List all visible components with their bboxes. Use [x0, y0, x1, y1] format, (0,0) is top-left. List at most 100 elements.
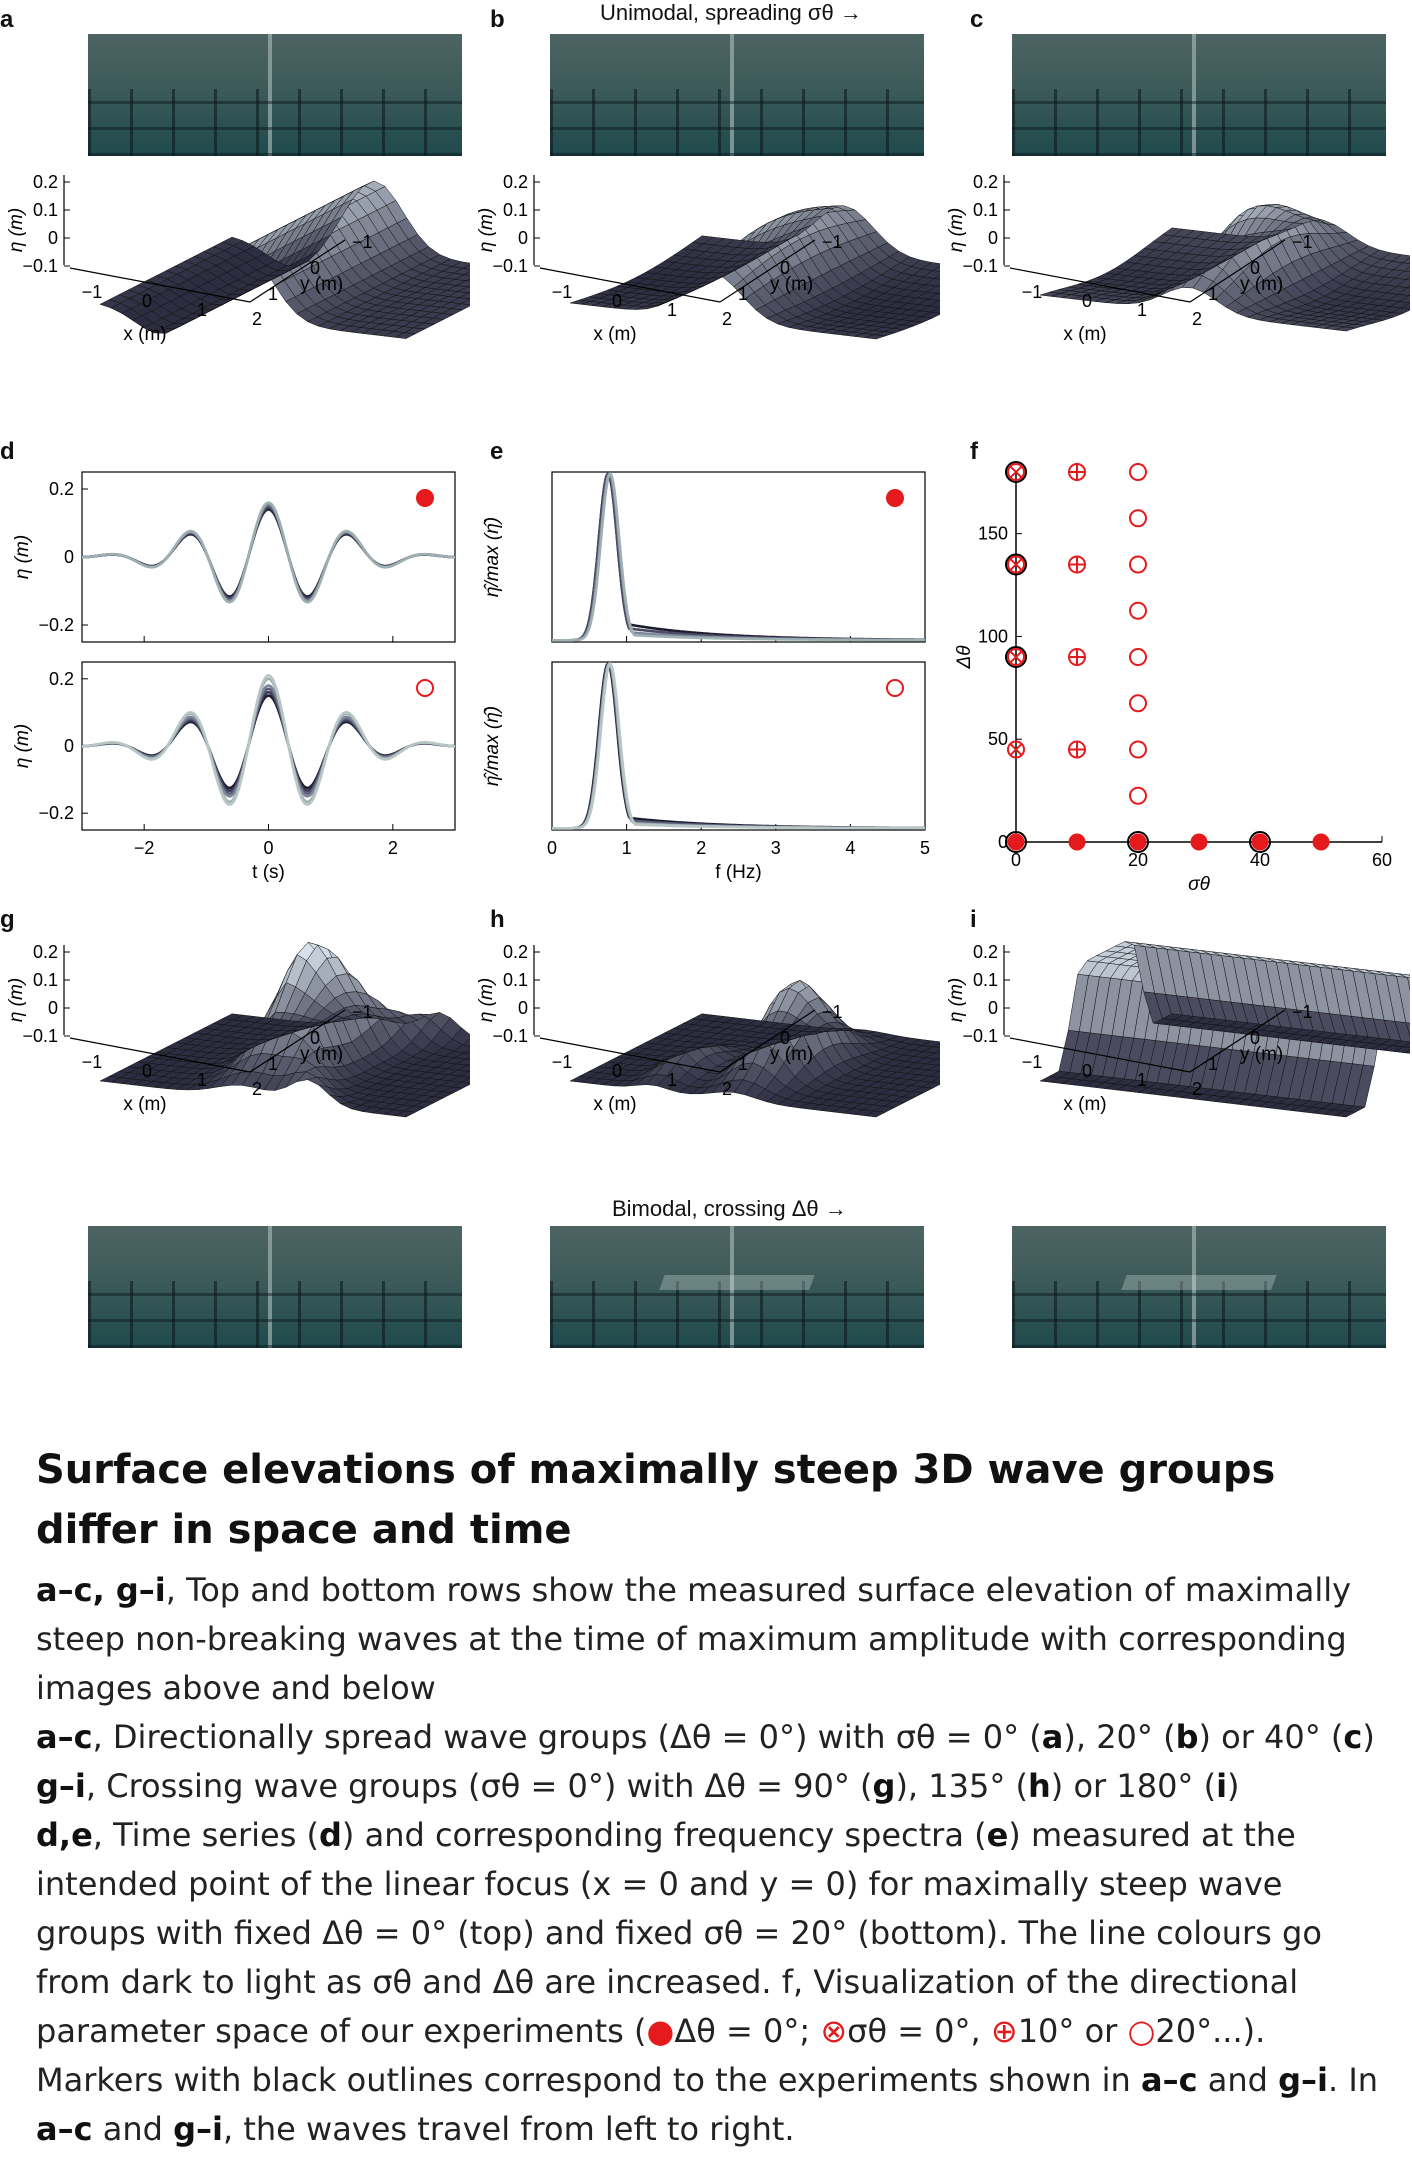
scatter-point-cross [1005, 646, 1027, 668]
z-tick-label: 0.1 [33, 970, 58, 990]
surface-cell [463, 1049, 470, 1054]
y-axis [719, 239, 816, 303]
x-tick-label: 2 [1192, 309, 1202, 329]
x-tick-label: 1 [622, 838, 632, 858]
y-tick-label: 150 [978, 524, 1008, 544]
x-tick-label: 1 [667, 1070, 677, 1090]
y-tick-label: 50 [988, 729, 1008, 749]
caption-paragraph-4: d,e, Time series (d) and corresponding f… [36, 1811, 1386, 2154]
caption-ref: c [1343, 1718, 1363, 1756]
panel-label-g: g [0, 906, 15, 933]
y-tick-label: 1 [738, 284, 748, 304]
y-axis-label: η (m) [12, 724, 33, 768]
x-axis [539, 267, 721, 303]
series-line [81, 508, 456, 598]
surface-cell [935, 1056, 940, 1060]
x-axis-label: σθ [1188, 874, 1210, 895]
z-tick-label: −0.1 [22, 256, 58, 276]
surface-cell [466, 285, 470, 288]
point-filled [1129, 833, 1147, 851]
x-tick-label: 0 [612, 1061, 622, 1081]
caption-text: Markers with black outlines correspond t… [36, 2061, 1141, 2099]
z-tick-label: 0 [988, 228, 998, 248]
series-line [552, 471, 925, 642]
panel-label-b: b [490, 6, 505, 33]
point-circle [1007, 740, 1025, 759]
z-axis-label: η (m) [6, 978, 27, 1022]
caption-ref: d [319, 1816, 342, 1854]
y-tick-label: 0 [780, 1028, 790, 1048]
y-tick-label: −0.2 [38, 803, 74, 823]
surface-cell [1403, 1049, 1410, 1054]
legend-cross-circle-icon: ⊗ [820, 2012, 848, 2050]
y-tick-label: 0.2 [49, 669, 74, 689]
point-cross [1009, 558, 1023, 571]
surface-cell [1402, 257, 1410, 264]
caption-text: ) [1227, 1767, 1240, 1805]
scatter-point-filled [1127, 831, 1149, 853]
surface-plot-h: 0.20.10−0.1η (m)−1 0 1 2x (m)−101 y (m) [476, 942, 940, 1118]
x-axis [539, 1037, 721, 1073]
surface-cell [932, 265, 940, 272]
caption-paragraph-3: g–i, Crossing wave groups (σθ = 0°) with… [36, 1762, 1386, 1811]
scatter-point-filled [1312, 833, 1330, 851]
y-tick-label: 0 [64, 736, 74, 756]
caption-text: ) [1362, 1718, 1375, 1756]
figure-caption: Surface elevations of maximally steep 3D… [36, 1440, 1386, 2154]
scatter-point-cross [1005, 461, 1027, 483]
top-annotation: Unimodal, spreading σθ → [600, 0, 862, 25]
legend-plus-circle-icon: ⊕ [990, 2012, 1018, 2050]
caption-ref: a–c [1140, 2061, 1198, 2099]
x-axis [1009, 267, 1191, 303]
point-filled [1007, 833, 1025, 851]
point-outline [1127, 831, 1149, 853]
scatter-point-open [1129, 555, 1147, 574]
caption-text: , Directionally spread wave groups (Δθ =… [92, 1718, 1042, 1756]
scatter-point-plus [1068, 740, 1086, 759]
wave-photo-b [550, 34, 924, 156]
caption-ref: b [1175, 1718, 1199, 1756]
point-circle [1129, 694, 1147, 713]
series-line [552, 471, 925, 642]
point-filled [1190, 833, 1208, 851]
point-circle [1007, 463, 1025, 481]
caption-text: and [92, 2110, 174, 2148]
point-cross [1009, 650, 1023, 664]
x-tick-label: 3 [771, 838, 781, 858]
scatter-point-open [1129, 648, 1147, 666]
x-tick-label: −2 [134, 838, 155, 858]
point-circle [1129, 509, 1147, 528]
y-axis-label: y (m) [300, 1044, 343, 1065]
surface-cell [930, 307, 940, 314]
y-tick-label: 0.2 [49, 479, 74, 499]
caption-ref: e [986, 1816, 1009, 1854]
scatter-point-cross [1007, 740, 1025, 759]
surface-mesh [1039, 941, 1410, 1118]
x-axis-label: t (s) [252, 862, 285, 883]
x-tick-label: 0 [142, 291, 152, 311]
caption-text: , Top and bottom rows show the measured … [36, 1571, 1352, 1707]
z-axis-label: η (m) [476, 978, 497, 1022]
y-axis-label: η̂/max (η̂) [482, 517, 503, 597]
surface-cell [468, 292, 470, 294]
series-line [81, 694, 456, 790]
x-tick-label: −1 [1022, 282, 1043, 302]
y-axis-label: η̂/max (η̂) [482, 706, 503, 786]
x-axis [69, 1037, 251, 1073]
surface-cell [938, 299, 940, 301]
panel-label-c: c [970, 6, 984, 33]
point-circle [1129, 463, 1147, 481]
series-line [552, 471, 925, 642]
surface-cell [1403, 266, 1410, 272]
point-outline [1005, 553, 1027, 576]
point-circle [1129, 786, 1147, 805]
surface-cell [1400, 302, 1410, 310]
surface-cell [462, 264, 470, 270]
caption-text: ) or 40° ( [1198, 1718, 1344, 1756]
scatter-point-open [1129, 786, 1147, 805]
x-tick-label: 0 [612, 291, 622, 311]
legend-filled-circle-icon: ● [646, 2012, 675, 2050]
scatter-point-filled [1068, 833, 1086, 851]
surface-cell [1402, 1043, 1410, 1048]
y-tick-label: −1 [822, 1002, 843, 1022]
